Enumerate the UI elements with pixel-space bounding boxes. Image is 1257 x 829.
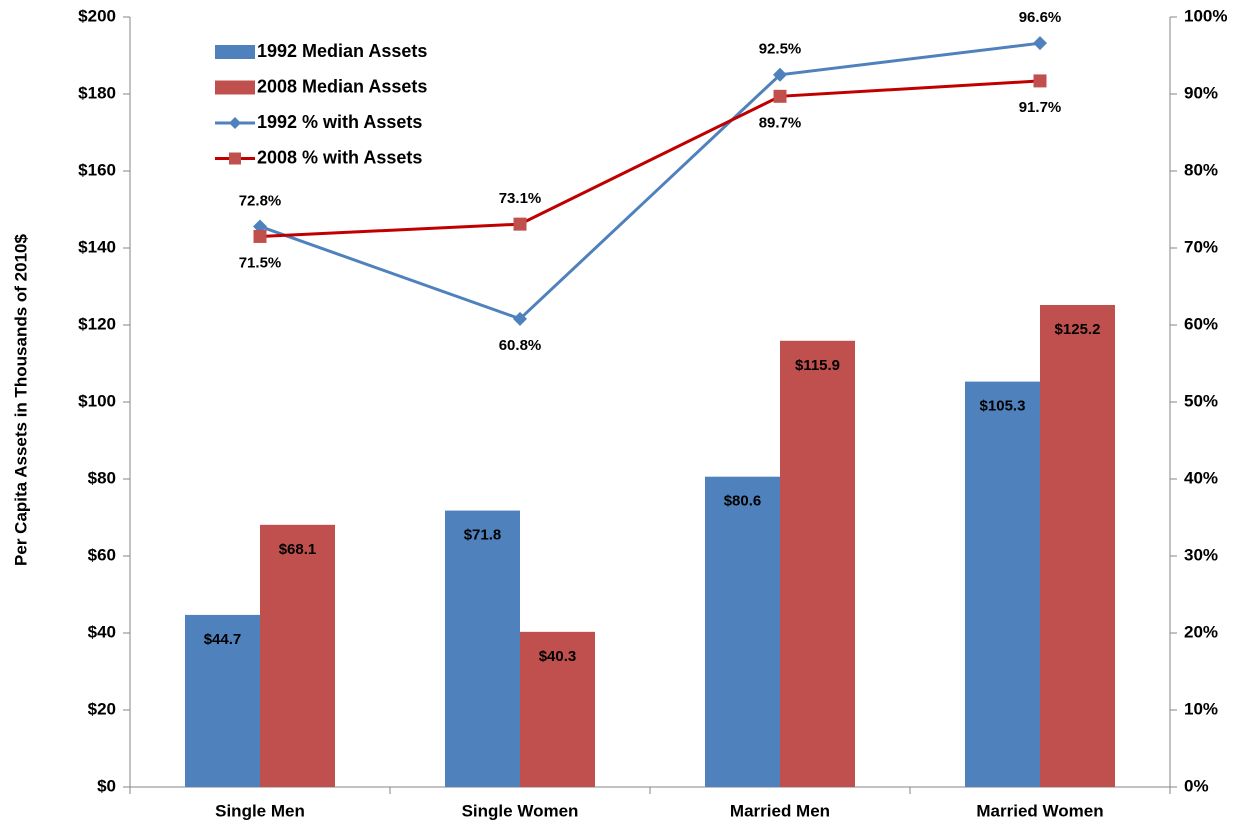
bar-label: $71.8 (464, 527, 502, 544)
y-tick-label: $180 (78, 83, 116, 102)
y-tick-label: $40 (88, 622, 116, 641)
legend-swatch (215, 45, 255, 59)
y2-tick-label: 50% (1184, 391, 1218, 410)
legend-label: 2008 % with Assets (257, 147, 422, 167)
y2-tick-label: 0% (1184, 776, 1209, 795)
marker (1033, 36, 1047, 51)
y2-tick-label: 70% (1184, 237, 1218, 256)
line-label: 91.7% (1019, 99, 1062, 116)
x-tick-label: Single Men (215, 801, 305, 820)
marker (1033, 74, 1047, 88)
line-label: 71.5% (239, 254, 282, 271)
y2-tick-label: 30% (1184, 545, 1218, 564)
y-tick-label: $140 (78, 237, 116, 256)
legend-marker (229, 152, 241, 165)
legend-swatch (215, 80, 255, 95)
bar (185, 614, 260, 787)
bar-label: $80.6 (724, 493, 762, 510)
y-tick-label: $80 (88, 468, 116, 487)
y-tick-label: $60 (88, 545, 116, 564)
legend-marker (229, 117, 241, 129)
bar-label: $115.9 (795, 357, 840, 374)
y-tick-label: $120 (78, 314, 116, 333)
bar (705, 476, 780, 787)
marker (513, 311, 527, 326)
y-tick-label: $0 (97, 776, 116, 795)
marker (773, 67, 787, 82)
bar (965, 381, 1040, 787)
bar (1040, 304, 1115, 787)
y2-tick-label: 60% (1184, 314, 1218, 333)
y2-tick-label: 90% (1184, 83, 1218, 102)
bar (260, 524, 335, 787)
line-label: 96.6% (1019, 9, 1062, 26)
legend-label: 1992 % with Assets (257, 112, 422, 132)
line (259, 79, 1041, 238)
y2-tick-label: 80% (1184, 160, 1218, 179)
y-axis-title: Per Capita Assets in Thousands of 2010$ (11, 234, 30, 566)
bar-label: $68.1 (279, 541, 317, 558)
bar-label: $105.3 (980, 398, 1026, 415)
x-tick-label: Single Women (462, 801, 579, 820)
marker (253, 229, 267, 243)
bar-label: $125.2 (1055, 321, 1101, 338)
y-tick-label: $100 (78, 391, 116, 410)
line-label: 72.8% (239, 192, 282, 209)
line-label: 73.1% (499, 190, 542, 207)
bar-label: $44.7 (204, 631, 242, 648)
line-label: 60.8% (499, 337, 542, 354)
y-tick-label: $200 (78, 6, 116, 25)
y-tick-label: $160 (78, 160, 116, 179)
bar (445, 510, 520, 787)
y2-tick-label: 100% (1184, 6, 1227, 25)
marker (513, 217, 527, 231)
legend-label: 2008 Median Assets (257, 76, 427, 96)
y2-tick-label: 10% (1184, 699, 1218, 718)
y-tick-label: $20 (88, 699, 116, 718)
line-label: 89.7% (759, 114, 802, 131)
legend-label: 1992 Median Assets (257, 41, 427, 61)
x-tick-label: Married Women (976, 801, 1103, 820)
marker (773, 89, 787, 103)
x-tick-label: Married Men (730, 801, 830, 820)
y2-tick-label: 20% (1184, 622, 1218, 641)
line-label: 92.5% (759, 41, 802, 58)
bar (520, 631, 595, 787)
marker (253, 219, 267, 234)
bar-label: $40.3 (539, 648, 577, 665)
y2-tick-label: 40% (1184, 468, 1218, 487)
bar (780, 340, 855, 787)
line (259, 41, 1041, 321)
